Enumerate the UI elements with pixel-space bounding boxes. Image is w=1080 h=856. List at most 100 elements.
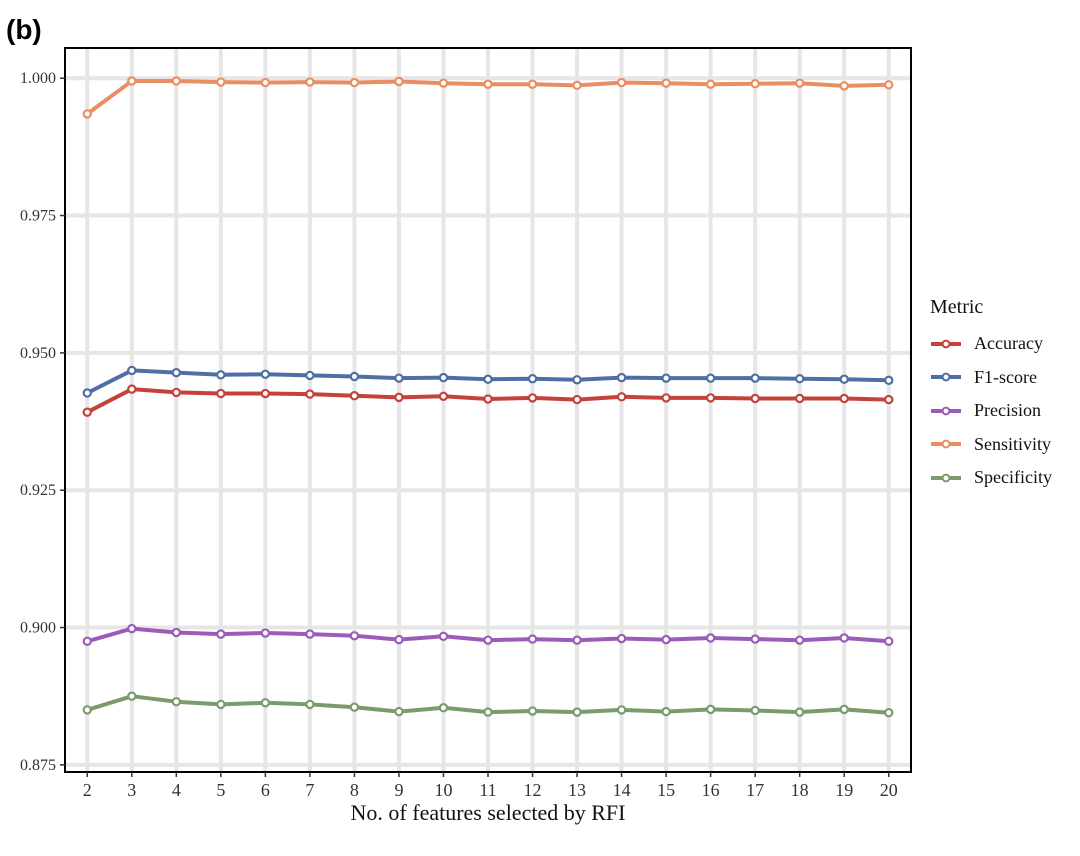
legend-label: Sensitivity [974,433,1052,454]
data-point-precision [82,636,92,646]
legend-key-sensitivity [931,439,961,449]
data-point-precision [438,631,449,642]
data-point-specificity [839,704,849,715]
data-point-precision [483,635,493,645]
data-point-specificity [705,704,716,715]
data-point-accuracy [127,384,137,394]
data-point-specificity [82,705,92,715]
data-point-precision [216,629,226,639]
data-point-specificity [884,707,894,718]
data-point-sensitivity [127,76,137,86]
data-point-f1-score [483,374,493,384]
data-point-precision [794,635,805,645]
legend-key-accuracy [931,339,961,349]
data-point-precision [527,634,538,644]
data-point-accuracy [483,394,493,404]
x-tick-label: 4 [172,780,181,800]
x-tick-label: 2 [83,780,92,800]
data-point-sensitivity [839,81,849,91]
y-tick-label: 1.000 [20,70,56,87]
x-axis-ticks: 2 3 4 5 6 7 8 9 10 11 12 13 14 15 16 17 18 19 20 [83,772,898,800]
legend-label: Specificity [974,467,1052,488]
legend-items: Accuracy F1-score Precision Sensitivity Spec… [930,327,1052,495]
legend-label: F1-score [974,366,1037,387]
data-point-accuracy [394,392,404,403]
legend-label: Precision [974,400,1041,421]
data-point-accuracy [572,394,582,405]
y-tick-label: 0.925 [20,482,56,499]
data-point-sensitivity [750,79,760,89]
data-point-f1-score [572,375,582,385]
y-tick-label: 0.875 [20,757,56,774]
data-point-f1-score [839,374,849,384]
legend-item-f1-score: F1-score [930,361,1052,395]
data-point-specificity [527,706,538,716]
x-tick-label: 13 [568,780,586,800]
data-point-sensitivity [616,77,627,88]
legend-item-accuracy: Accuracy [930,327,1052,361]
legend-item-specificity: Specificity [930,461,1052,495]
data-point-f1-score [794,373,805,384]
data-point-accuracy [305,389,315,399]
data-point-sensitivity [438,78,449,88]
legend-label: Accuracy [974,333,1043,354]
panel-label: (b) [6,14,42,45]
data-point-sensitivity [305,77,315,87]
data-point-specificity [349,702,360,712]
legend-key-f1-score [931,372,961,382]
data-point-specificity [438,703,449,713]
x-tick-label: 17 [746,780,764,800]
data-point-specificity [572,707,582,717]
data-point-specificity [260,698,271,708]
legend-key-specificity [931,473,961,483]
x-tick-label: 6 [261,780,270,800]
data-point-precision [705,633,716,643]
data-point-specificity [127,691,137,701]
data-point-accuracy [349,391,360,401]
data-point-sensitivity [216,77,226,87]
grid-lines [65,48,911,772]
data-point-sensitivity [794,78,805,88]
data-point-precision [661,634,671,645]
data-point-sensitivity [884,80,894,90]
data-point-sensitivity [349,77,360,88]
y-tick-label: 0.975 [20,208,56,225]
data-point-accuracy [616,392,627,402]
data-point-sensitivity [661,78,671,88]
data-point-accuracy [794,393,805,404]
data-point-f1-score [616,372,627,383]
data-point-accuracy [82,407,92,417]
data-point-accuracy [438,391,449,401]
legend-item-precision: Precision [930,394,1052,428]
data-point-accuracy [884,394,894,405]
data-point-specificity [171,696,182,707]
x-tick-label: 16 [702,780,720,800]
data-point-precision [260,628,271,638]
data-point-specificity [794,707,805,717]
data-point-specificity [216,699,226,710]
data-point-f1-score [82,388,92,398]
data-point-sensitivity [260,77,271,88]
data-point-f1-score [527,373,538,384]
data-point-precision [349,631,360,641]
data-point-sensitivity [483,79,493,89]
legend: Metric Accuracy F1-score Precision Sensitiv… [930,296,1052,495]
x-tick-label: 3 [127,780,136,800]
data-point-f1-score [260,369,271,379]
data-point-sensitivity [82,109,92,119]
data-point-f1-score [171,367,182,378]
data-point-accuracy [705,393,716,403]
legend-item-sensitivity: Sensitivity [930,428,1052,462]
data-point-precision [884,636,894,646]
x-tick-label: 18 [791,780,809,800]
data-point-sensitivity [394,76,404,87]
x-tick-label: 10 [434,780,452,800]
x-tick-label: 15 [657,780,675,800]
y-axis-ticks: 0.875 0.900 0.925 0.950 0.975 1.000 [20,70,65,774]
x-tick-label: 8 [350,780,359,800]
legend-title: Metric [930,296,984,318]
data-point-specificity [305,699,315,710]
data-point-sensitivity [527,79,538,89]
data-point-f1-score [349,371,360,382]
data-point-sensitivity [171,76,182,86]
